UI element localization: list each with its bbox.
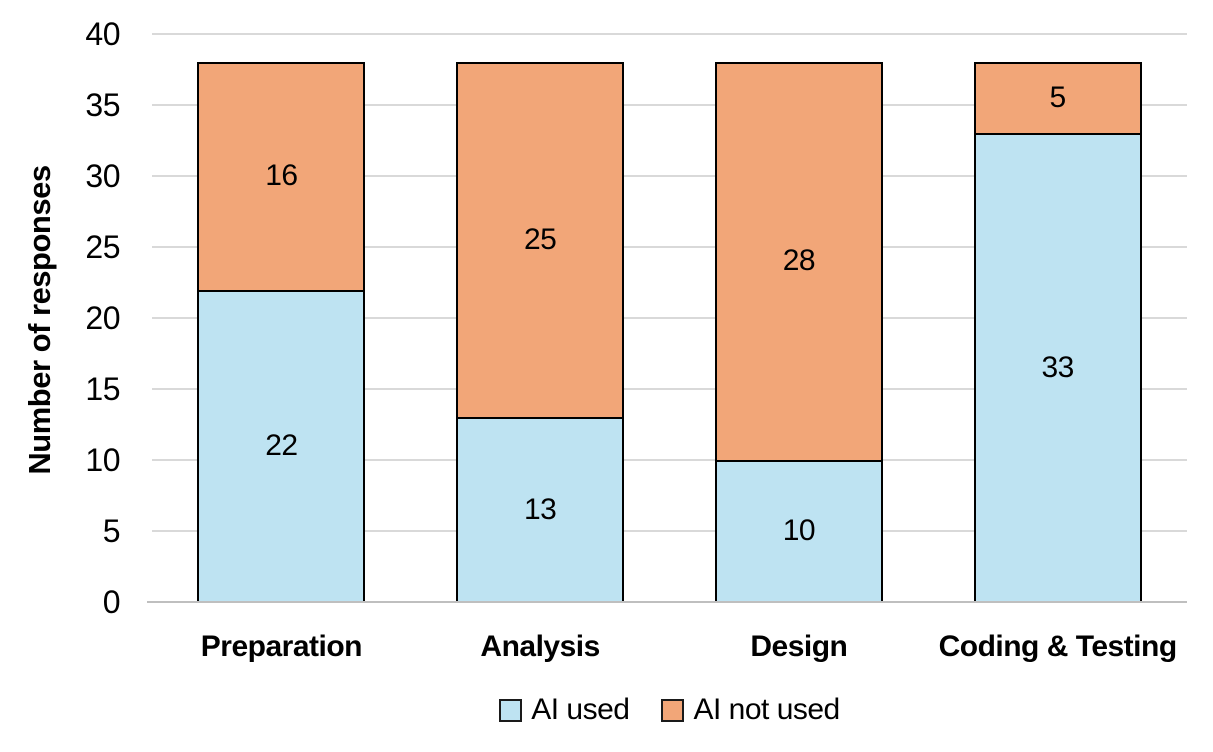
x-axis-label: Analysis [480,630,600,663]
bar-segment-ai-not-used [456,62,625,420]
legend: AI used AI not used [152,694,1187,726]
bar-value-label: 28 [782,244,816,278]
bar-value-label: 22 [265,428,298,462]
legend-item-ai-not-used: AI not used [661,693,840,726]
bar-value-label: 5 [1049,80,1067,114]
bar-segment-ai-used [714,460,883,602]
legend-label: AI not used [693,693,840,726]
x-axis-label: Design [750,630,848,663]
bar-segment-ai-used [197,289,366,602]
bar-segment-ai-not-used [714,62,883,462]
bar-value-label: 10 [782,514,816,547]
gridline [152,459,1187,461]
bar-value-label: 33 [1041,350,1074,384]
gridline [152,104,1187,106]
y-tick-label: 10 [85,442,120,478]
y-tick-label: 15 [85,371,120,407]
bar-value-label: 25 [523,222,557,256]
gridline [152,175,1187,177]
gridline [152,33,1187,35]
gridline [152,388,1187,390]
y-tick-label: 5 [102,513,121,549]
bar-value-label: 13 [523,492,557,526]
y-tick-label: 35 [85,87,120,123]
gridline [152,317,1187,319]
x-axis-label: Coding & Testing [938,630,1178,663]
legend-item-ai-used: AI used [499,693,630,726]
y-tick-label: 30 [85,158,120,194]
bar-segment-ai-used [973,133,1142,602]
y-tick-label: 0 [102,584,121,620]
bar-segment-ai-not-used [973,62,1142,136]
gridline [152,530,1187,532]
bar-segment-ai-used [456,417,625,602]
gridline [152,246,1187,248]
plot-area: 22 16 13 25 10 28 33 5 [152,33,1187,602]
legend-swatch-icon [499,698,523,722]
x-axis-line [147,601,1187,603]
legend-swatch-icon [661,698,685,722]
y-tick-label: 25 [85,229,120,265]
y-tick-label: 20 [85,300,120,336]
x-axis-label: Preparation [200,630,363,663]
legend-label: AI used [531,693,630,726]
y-tick-label: 40 [85,16,120,52]
bar-value-label: 16 [265,159,298,192]
